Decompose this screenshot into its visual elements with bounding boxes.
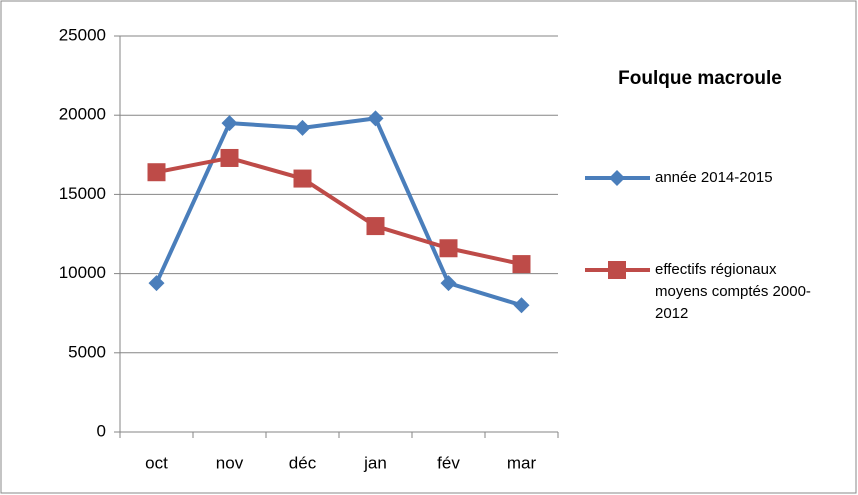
- data-point: [220, 148, 239, 167]
- y-tick-label: 15000: [59, 184, 106, 203]
- data-point: [367, 110, 384, 127]
- x-tick-label: jan: [363, 453, 387, 472]
- legend-marker: [608, 261, 626, 279]
- x-tick-label: nov: [216, 453, 244, 472]
- data-point: [293, 169, 312, 188]
- x-tick-label: fév: [437, 453, 460, 472]
- series-line: [154, 116, 523, 308]
- x-tick-label: mar: [507, 453, 537, 472]
- data-point: [294, 119, 311, 136]
- chart-title: Foulque macroule: [618, 68, 782, 89]
- legend-label: effectifs régionaux moyens comptés 2000-…: [655, 261, 811, 322]
- legend-label: année 2014-2015: [655, 169, 773, 186]
- data-point: [440, 275, 457, 292]
- data-point: [366, 217, 385, 236]
- data-point: [439, 239, 458, 258]
- x-tick-label: oct: [145, 453, 168, 472]
- data-point: [513, 297, 530, 314]
- y-tick-label: 20000: [59, 105, 106, 124]
- y-tick-label: 25000: [59, 25, 106, 44]
- y-tick-label: 10000: [59, 263, 106, 282]
- data-point: [147, 163, 166, 182]
- y-tick-label: 0: [97, 421, 106, 440]
- y-tick-label: 5000: [68, 342, 106, 361]
- x-tick-label: déc: [289, 453, 317, 472]
- series-line: [156, 155, 522, 267]
- legend-marker: [609, 170, 625, 186]
- data-point: [221, 115, 238, 132]
- data-point: [148, 275, 165, 292]
- data-point: [512, 255, 531, 274]
